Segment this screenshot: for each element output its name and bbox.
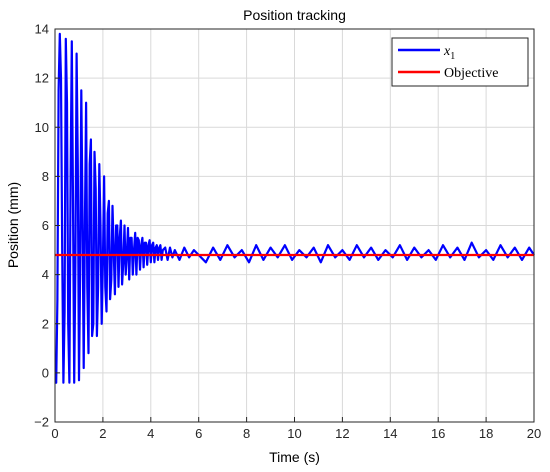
legend-label-x1: x1 bbox=[443, 44, 455, 62]
legend-label-x1-name: x bbox=[443, 44, 451, 59]
legend-box bbox=[391, 37, 529, 87]
y-tick-label: 10 bbox=[35, 120, 49, 135]
x-tick-label: 16 bbox=[431, 426, 445, 441]
x-tick-label: 18 bbox=[479, 426, 493, 441]
legend-label-x1-subscript: 1 bbox=[450, 51, 455, 62]
y-tick-label: 0 bbox=[42, 365, 49, 380]
x-tick-label: 4 bbox=[147, 426, 154, 441]
y-tick-label: 14 bbox=[35, 22, 49, 37]
y-tick-label: 6 bbox=[42, 218, 49, 233]
plot-area bbox=[55, 32, 535, 384]
x-tick-label: 2 bbox=[99, 426, 106, 441]
grid bbox=[54, 28, 535, 423]
x-tick-label: 20 bbox=[527, 426, 541, 441]
legend: x1 Objective bbox=[391, 37, 529, 87]
y-tick-label: 2 bbox=[42, 316, 49, 331]
x-tick-label: 12 bbox=[335, 426, 349, 441]
chart-title: Position tracking bbox=[243, 7, 346, 23]
y-tick-label: −2 bbox=[34, 415, 49, 430]
y-axis-label: Position (mm) bbox=[5, 182, 21, 268]
x-tick-label: 0 bbox=[51, 426, 58, 441]
legend-label-objective: Objective bbox=[444, 66, 498, 81]
x-tick-label: 6 bbox=[195, 426, 202, 441]
x-tick-label: 14 bbox=[383, 426, 397, 441]
x-axis-label: Time (s) bbox=[269, 449, 320, 465]
y-tick-label: 8 bbox=[42, 169, 49, 184]
y-tick-label: 4 bbox=[42, 267, 49, 282]
series-line-x1 bbox=[55, 32, 535, 384]
x-tick-label: 8 bbox=[243, 426, 250, 441]
y-tick-label: 12 bbox=[35, 71, 49, 86]
x-tick-label: 10 bbox=[287, 426, 301, 441]
